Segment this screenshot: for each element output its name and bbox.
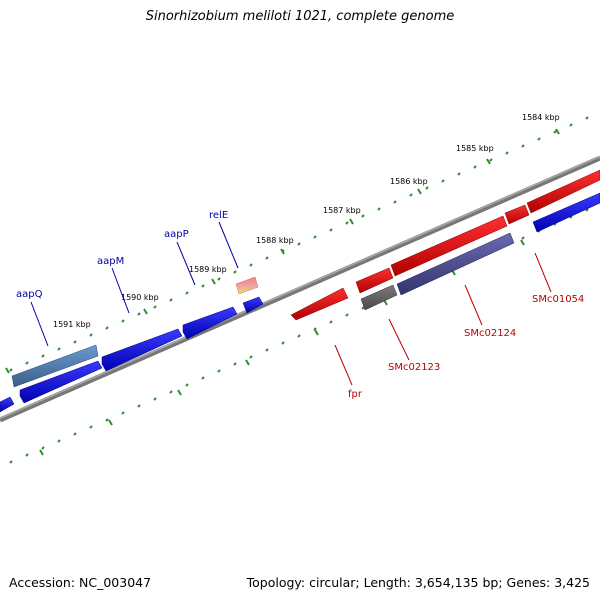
tick-label-1584: 1584 kbp (522, 113, 560, 122)
gene-label-SMc02123: SMc02123 (388, 362, 440, 373)
tick-label-1585: 1585 kbp (456, 144, 494, 153)
gene-relE-upstream[interactable] (242, 296, 264, 314)
gene-SMc01052[interactable] (526, 169, 600, 214)
gene-SMc01053[interactable] (504, 204, 530, 225)
gene-SMc01054[interactable] (532, 192, 600, 233)
gene-label-relE: relE (209, 210, 228, 221)
gene-relE[interactable] (235, 276, 259, 295)
gene-SMc02124[interactable] (396, 232, 515, 296)
tick-ring-outer-major (5, 128, 560, 374)
gene-aapJ[interactable] (19, 360, 103, 404)
gene-label-aapM: aapM (97, 256, 124, 267)
tick-label-1588: 1588 kbp (256, 236, 294, 245)
gene-label-fpr: fpr (348, 389, 363, 400)
tick-ring-inner-major (39, 239, 525, 456)
genome-summary: Topology: circular; Length: 3,654,135 bp… (246, 575, 590, 590)
gene-aapQ[interactable] (11, 344, 99, 388)
gene-label-aapP: aapP (164, 229, 189, 240)
gene-label-SMc02124: SMc02124 (464, 328, 516, 339)
tick-label-1587: 1587 kbp (323, 206, 361, 215)
tick-label-1590: 1590 kbp (121, 293, 159, 302)
map-title: Sinorhizobium meliloti 1021, complete ge… (145, 9, 455, 24)
gene-label-SMc01054: SMc01054 (532, 294, 584, 305)
genome-backbone-highlight (0, 155, 600, 420)
tick-ring-outer (9, 116, 589, 372)
gene-SMc02123[interactable] (360, 284, 398, 311)
genome-backbone (0, 155, 600, 423)
tick-label-1586: 1586 kbp (390, 177, 428, 186)
accession-text: Accession: NC_003047 (9, 575, 152, 590)
gene-SMc02126[interactable] (390, 215, 508, 277)
gene-SMc02125[interactable] (355, 267, 394, 294)
tick-label-1591: 1591 kbp (53, 320, 91, 329)
gene-label-aapQ: aapQ (16, 289, 43, 300)
gene-fpr[interactable] (290, 287, 349, 321)
gene-aapM[interactable] (101, 328, 183, 372)
tick-label-1589: 1589 kbp (189, 265, 227, 274)
gene-aapP[interactable] (182, 306, 238, 340)
label-leaders (30, 221, 552, 386)
gene-left-edge[interactable] (0, 396, 15, 413)
